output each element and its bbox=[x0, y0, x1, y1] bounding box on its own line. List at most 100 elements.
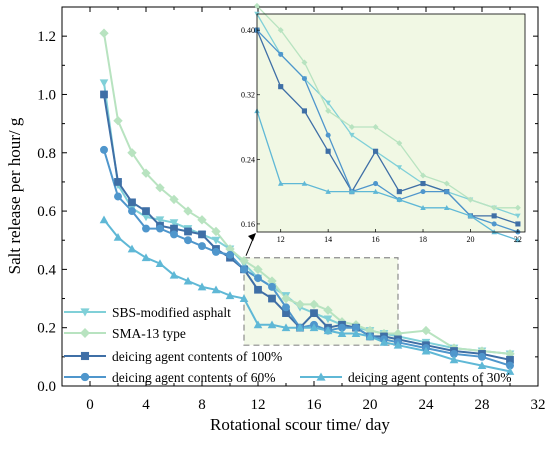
inset-data-point-s2 bbox=[348, 124, 355, 131]
inset-data-point-s5 bbox=[467, 213, 474, 219]
inset-series-line-5 bbox=[256, 110, 519, 241]
data-point-s1 bbox=[155, 216, 165, 225]
data-point-s5 bbox=[379, 337, 389, 346]
inset-data-point-s5 bbox=[372, 188, 379, 194]
y-axis-title: Salt release per hour/ g bbox=[5, 117, 24, 274]
data-point-s4 bbox=[240, 265, 248, 274]
data-point-s5 bbox=[99, 215, 109, 224]
inset-data-point-s3 bbox=[491, 213, 497, 219]
inset-x-tick-label: 20 bbox=[466, 235, 474, 244]
data-point-s3 bbox=[198, 230, 206, 239]
inset-data-point-s1 bbox=[396, 165, 403, 171]
data-point-s2 bbox=[323, 305, 333, 315]
inset-x-tick-label: 22 bbox=[514, 235, 522, 244]
data-point-s5 bbox=[309, 323, 319, 332]
data-point-s5 bbox=[127, 244, 137, 253]
inset-data-point-s1 bbox=[349, 132, 355, 138]
data-point-s4 bbox=[282, 303, 290, 312]
data-point-s5 bbox=[477, 361, 487, 370]
inset-y-tick-label: 0.32 bbox=[241, 91, 255, 100]
data-point-s4 bbox=[170, 230, 178, 239]
inset-data-point-s4 bbox=[420, 189, 426, 195]
inset-data-point-s2 bbox=[514, 204, 521, 211]
data-point-s2 bbox=[253, 264, 263, 275]
data-point-s3 bbox=[268, 294, 276, 303]
x-tick-label: 12 bbox=[251, 397, 266, 413]
inset-data-point-s5 bbox=[420, 205, 426, 210]
data-point-s2 bbox=[211, 226, 221, 237]
data-point-s4 bbox=[100, 145, 108, 154]
data-point-s5 bbox=[141, 253, 151, 262]
x-tick-label: 28 bbox=[475, 397, 490, 413]
data-point-s4 bbox=[450, 349, 458, 358]
inset-plot: 12 14 16 18 20 22 0.16 0.24 0.32 0.40 bbox=[241, 2, 526, 256]
inset-data-point-s2 bbox=[301, 59, 308, 66]
inset-data-point-s2 bbox=[396, 140, 403, 147]
legend-marker-1 bbox=[80, 308, 90, 317]
data-point-s4 bbox=[184, 236, 192, 245]
data-point-s5 bbox=[197, 282, 207, 291]
legend-marker-5 bbox=[316, 372, 326, 381]
data-point-s2 bbox=[127, 148, 137, 158]
data-point-s2 bbox=[421, 325, 431, 336]
data-point-s2 bbox=[99, 28, 109, 38]
inset-data-point-s2 bbox=[254, 2, 260, 9]
inset-data-point-s5 bbox=[325, 188, 331, 194]
data-point-s4 bbox=[128, 207, 136, 216]
data-point-s3 bbox=[100, 90, 108, 99]
data-point-s5 bbox=[295, 323, 305, 332]
legend: SBS-modified asphalt SMA-13 type deicing a… bbox=[64, 305, 511, 385]
data-point-s2 bbox=[267, 276, 277, 286]
data-point-s5 bbox=[155, 259, 165, 268]
data-point-s4 bbox=[156, 224, 164, 233]
legend-label-5: deicing agent contents of 30% bbox=[348, 370, 511, 385]
inset-data-point-s3 bbox=[515, 221, 521, 227]
inset-data-point-s3 bbox=[301, 108, 307, 114]
x-tick-label: 32 bbox=[531, 397, 546, 413]
data-point-s4 bbox=[226, 250, 234, 259]
x-tick-label: 0 bbox=[86, 397, 94, 413]
data-point-s5 bbox=[211, 285, 221, 294]
inset-data-point-s1 bbox=[325, 100, 331, 106]
inset-x-tick-label: 14 bbox=[324, 235, 332, 244]
data-point-s4 bbox=[254, 274, 262, 283]
data-point-s3 bbox=[128, 198, 136, 207]
data-point-s4 bbox=[142, 224, 150, 233]
y-tick-label: 1.0 bbox=[37, 87, 56, 103]
inset-data-point-s4 bbox=[491, 221, 497, 227]
y-tick-label: 1.2 bbox=[37, 29, 56, 45]
inset-data-point-s2 bbox=[443, 180, 450, 187]
data-point-s4 bbox=[352, 323, 360, 332]
data-point-s5 bbox=[281, 323, 291, 332]
legend-marker-4 bbox=[80, 372, 90, 382]
data-point-s2 bbox=[239, 255, 249, 266]
inset-data-point-s5 bbox=[515, 237, 521, 243]
inset-frame bbox=[256, 13, 526, 233]
x-axis-title: Rotational scour time/ day bbox=[210, 415, 390, 434]
y-tick-label: 0.0 bbox=[37, 379, 56, 395]
data-point-s1 bbox=[99, 79, 109, 88]
data-point-s5 bbox=[505, 367, 515, 375]
legend-marker-2 bbox=[80, 328, 90, 338]
data-point-s5 bbox=[421, 346, 431, 355]
inset-x-tick-label: 16 bbox=[372, 235, 380, 244]
data-point-s5 bbox=[183, 276, 193, 285]
data-point-s1 bbox=[169, 219, 179, 228]
data-point-s4 bbox=[338, 323, 346, 332]
data-point-s3 bbox=[254, 285, 262, 294]
x-tick-label: 20 bbox=[363, 397, 378, 413]
main-series-markers bbox=[99, 28, 515, 375]
y-tick-label: 0.8 bbox=[37, 146, 56, 162]
inset-data-point-s4 bbox=[373, 181, 379, 187]
inset-series-line-2 bbox=[256, 5, 518, 209]
data-point-s5 bbox=[267, 320, 277, 329]
inset-x-tick-label: 12 bbox=[277, 235, 285, 244]
x-tick-label: 8 bbox=[198, 397, 206, 413]
y-tick-label: 0.4 bbox=[37, 262, 56, 278]
inset-data-point-s5 bbox=[396, 196, 403, 202]
inset-data-point-s3 bbox=[278, 84, 284, 90]
data-point-s2 bbox=[295, 299, 305, 310]
data-point-s5 bbox=[253, 320, 263, 329]
inset-data-point-s4 bbox=[278, 51, 284, 57]
